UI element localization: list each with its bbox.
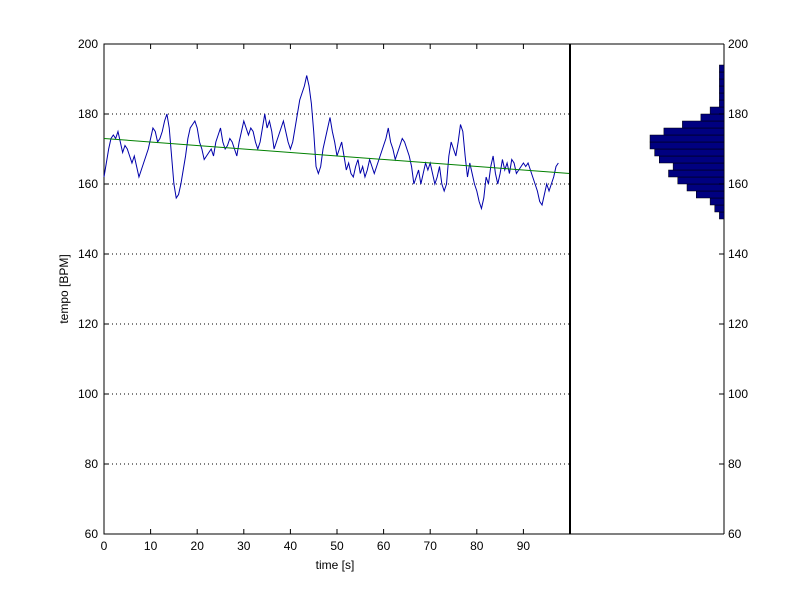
- grid-lines: [104, 113, 570, 465]
- x-tick-label: 50: [330, 539, 344, 553]
- tempo-line: [103, 75, 559, 211]
- histogram-bar: [696, 190, 725, 199]
- histogram-panel: 60 80 100 120 140 160 180 200: [570, 37, 748, 541]
- x-tick-label: 70: [424, 539, 438, 553]
- histogram-bar: [672, 162, 725, 171]
- right-tick-label: 120: [728, 317, 748, 331]
- left-plot-area: [103, 43, 571, 535]
- histogram-bar: [682, 120, 725, 129]
- x-tick-label: 10: [144, 539, 158, 553]
- y-tick-label: 200: [78, 37, 98, 51]
- y-axis-label: tempo [BPM]: [57, 254, 71, 323]
- right-tick-label: 140: [728, 247, 748, 261]
- histogram-bar: [719, 99, 725, 108]
- histogram-bar: [719, 71, 725, 80]
- right-axis-ticks: 60 80 100 120 140 160 180 200: [719, 37, 748, 541]
- x-axis-ticks: 0 10 20 30 40 50 60 70 80 90: [101, 44, 531, 553]
- histogram-bar: [709, 106, 725, 115]
- histogram-bars: [649, 64, 725, 220]
- y-tick-label: 160: [78, 177, 98, 191]
- y-tick-label: 100: [78, 387, 98, 401]
- right-tick-label: 200: [728, 37, 748, 51]
- histogram-bar: [719, 92, 725, 101]
- histogram-bar: [700, 113, 725, 122]
- histogram-bar: [686, 183, 725, 192]
- y-tick-label: 180: [78, 107, 98, 121]
- y-tick-label: 140: [78, 247, 98, 261]
- right-tick-label: 80: [728, 457, 742, 471]
- left-plot: 0 10 20 30 40 50 60 70 80 90 60 80 100 120 140 160 180 2…: [78, 37, 571, 553]
- histogram-bar: [714, 204, 725, 213]
- trend-line: [103, 138, 571, 174]
- x-tick-label: 0: [101, 539, 108, 553]
- x-tick-label: 30: [237, 539, 251, 553]
- right-tick-label: 180: [728, 107, 748, 121]
- x-tick-label: 90: [517, 539, 531, 553]
- histogram-bar: [719, 85, 725, 94]
- histogram-bar: [709, 197, 725, 206]
- right-tick-label: 100: [728, 387, 748, 401]
- right-tick-label: 60: [728, 527, 742, 541]
- y-tick-label: 60: [85, 527, 99, 541]
- histogram-bar: [663, 127, 725, 136]
- right-tick-label: 160: [728, 177, 748, 191]
- histogram-bar: [649, 141, 725, 150]
- x-tick-label: 40: [284, 539, 298, 553]
- series-group: [103, 75, 571, 211]
- x-tick-label: 20: [191, 539, 205, 553]
- x-axis-label: time [s]: [316, 558, 355, 572]
- y-tick-label: 80: [85, 457, 99, 471]
- y-tick-label: 120: [78, 317, 98, 331]
- histogram-bar: [668, 169, 725, 178]
- histogram-bar: [719, 64, 725, 73]
- histogram-bar: [659, 155, 725, 164]
- x-tick-label: 80: [470, 539, 484, 553]
- histogram-bar: [649, 134, 725, 143]
- y-axis-ticks: 60 80 100 120 140 160 180 200: [78, 37, 109, 541]
- x-tick-label: 60: [377, 539, 391, 553]
- histogram-bar: [677, 176, 725, 185]
- histogram-bar: [654, 148, 725, 157]
- histogram-bar: [719, 211, 725, 220]
- histogram-bar: [719, 78, 725, 87]
